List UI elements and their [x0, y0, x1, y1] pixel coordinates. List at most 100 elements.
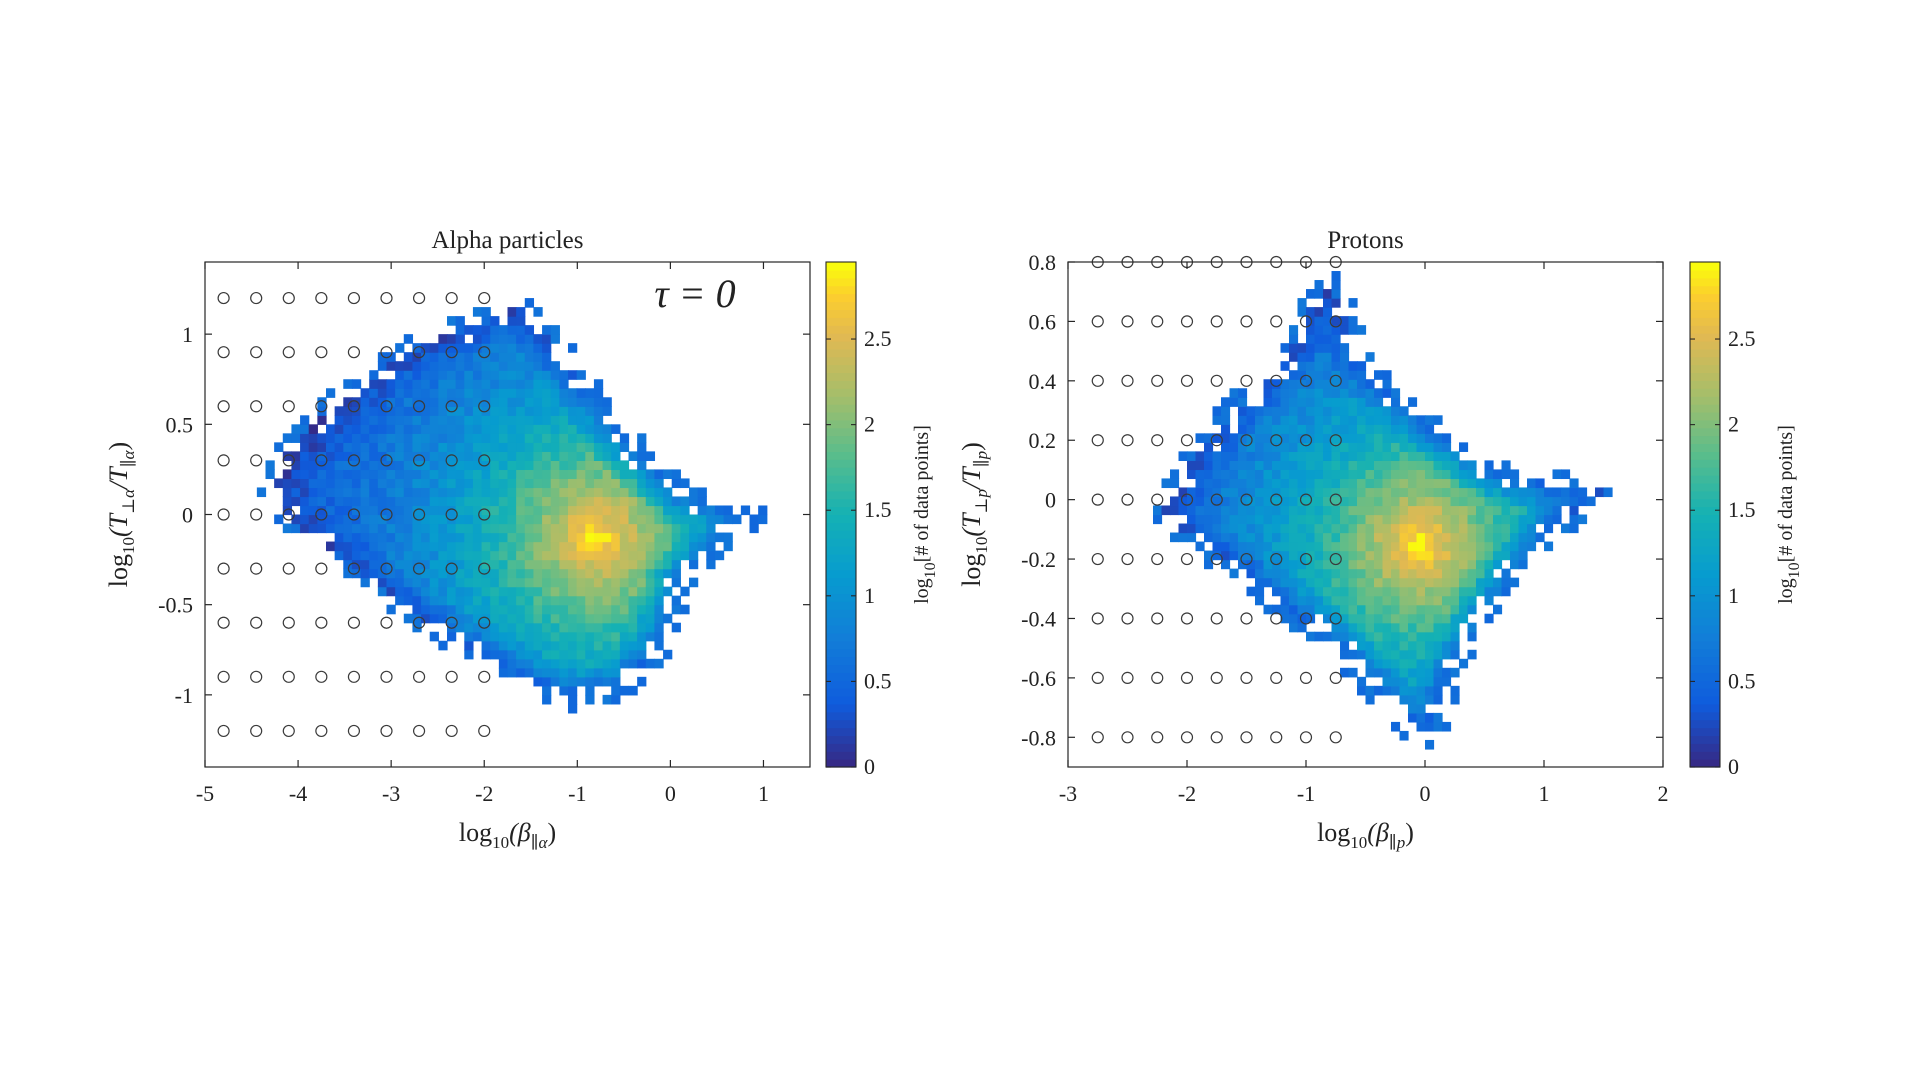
colorbar-segment — [1690, 680, 1720, 689]
heatmap-cell — [1433, 694, 1443, 705]
heatmap-cell — [1365, 577, 1375, 588]
colorbar-segment — [826, 356, 856, 366]
colorbar-segment — [826, 735, 856, 744]
heatmap-cell — [1365, 379, 1375, 389]
heatmap-cell — [1331, 622, 1341, 633]
heatmap-cell — [360, 505, 370, 516]
heatmap-cell — [1357, 685, 1367, 696]
heatmap-cell — [1289, 496, 1299, 507]
heatmap-cell — [697, 532, 707, 543]
heatmap-cell — [628, 559, 638, 570]
heatmap-cell — [1187, 514, 1197, 525]
heatmap-cell — [602, 568, 612, 579]
heatmap-cell — [1263, 523, 1273, 534]
heatmap-cell — [706, 550, 716, 561]
heatmap-cell — [464, 649, 474, 660]
heatmap-cell — [1374, 397, 1384, 407]
heatmap-cell — [550, 469, 560, 480]
heatmap-cell — [1442, 586, 1452, 597]
heatmap-cell — [1340, 514, 1350, 525]
heatmap-cell — [412, 361, 422, 371]
heatmap-cell — [421, 514, 431, 525]
heatmap-cell — [1399, 424, 1409, 434]
grid-marker — [1091, 374, 1104, 387]
heatmap-cell — [403, 451, 414, 461]
heatmap-cell — [274, 514, 284, 525]
heatmap-cell — [524, 397, 535, 407]
heatmap-cell — [1280, 433, 1290, 443]
heatmap-cell — [645, 586, 656, 597]
heatmap-cell — [654, 595, 664, 606]
heatmap-cell — [1484, 541, 1494, 552]
colorbar-tick-label: 2 — [864, 412, 875, 437]
heatmap-cell — [576, 559, 586, 570]
heatmap-cell — [1408, 631, 1418, 642]
heatmap-cell — [749, 514, 759, 525]
heatmap-cell — [1314, 352, 1324, 362]
heatmap-cell — [1323, 577, 1333, 588]
heatmap-cell — [1416, 640, 1426, 651]
heatmap-cell — [1170, 469, 1180, 480]
heatmap-cell — [542, 586, 552, 597]
heatmap-cell — [1501, 496, 1511, 507]
heatmap-cell — [464, 442, 474, 452]
heatmap-cell — [568, 550, 578, 561]
heatmap-cell — [559, 676, 569, 687]
heatmap-cell — [1374, 631, 1384, 642]
heatmap-cell — [1408, 667, 1418, 678]
heatmap-cell — [1433, 433, 1443, 443]
heatmap-cell — [602, 694, 612, 705]
heatmap-cell — [1382, 388, 1392, 398]
heatmap-cell — [1450, 667, 1460, 678]
heatmap-cell — [542, 496, 552, 507]
heatmap-cell — [533, 433, 543, 443]
heatmap-cell — [1229, 433, 1239, 443]
heatmap-cell — [481, 469, 491, 480]
heatmap-cell — [395, 370, 405, 380]
heatmap-cell — [481, 424, 491, 434]
heatmap-cell — [559, 487, 569, 498]
heatmap-cell — [1314, 451, 1324, 461]
heatmap-cell — [1323, 433, 1333, 443]
heatmap-cell — [1433, 496, 1443, 507]
colorbar-segment — [1690, 522, 1720, 531]
heatmap-cell — [334, 469, 344, 480]
heatmap-cell — [1331, 595, 1341, 606]
heatmap-cell — [1272, 442, 1282, 452]
heatmap-cell — [1484, 523, 1494, 534]
heatmap-cell — [1391, 667, 1401, 678]
heatmap-cell — [507, 658, 517, 669]
heatmap-cell — [1467, 514, 1477, 525]
heatmap-cell — [611, 469, 621, 480]
heatmap-cell — [1246, 460, 1256, 471]
heatmap-cell — [1459, 505, 1469, 516]
heatmap-cell — [542, 478, 552, 489]
heatmap-cell — [1416, 451, 1426, 461]
grid-marker — [250, 508, 263, 521]
tau-annotation: τ = 0 — [654, 271, 735, 316]
heatmap-cell — [1484, 487, 1494, 498]
heatmap-cell — [308, 451, 318, 461]
grid-marker — [315, 291, 328, 305]
heatmap-cell — [1365, 694, 1375, 705]
heatmap-cell — [1357, 568, 1367, 579]
heatmap-cell — [637, 469, 647, 480]
heatmap-cell — [645, 631, 656, 642]
heatmap-cell — [481, 415, 491, 425]
heatmap-cell — [455, 343, 465, 353]
heatmap-cell — [1365, 469, 1375, 480]
heatmap-cell — [1561, 523, 1571, 534]
heatmap-cell — [1433, 649, 1443, 660]
heatmap-cell — [585, 424, 595, 434]
heatmap-cell — [1297, 487, 1307, 498]
heatmap-cell — [403, 523, 414, 534]
heatmap-cell — [507, 586, 517, 597]
heatmap-cell — [1340, 388, 1350, 398]
heatmap-cell — [1442, 496, 1452, 507]
heatmap-cell — [637, 613, 647, 624]
heatmap-cell — [1416, 550, 1426, 561]
heatmap-cell — [542, 523, 552, 534]
heatmap-cell — [403, 559, 414, 570]
heatmap-cell — [429, 424, 439, 434]
